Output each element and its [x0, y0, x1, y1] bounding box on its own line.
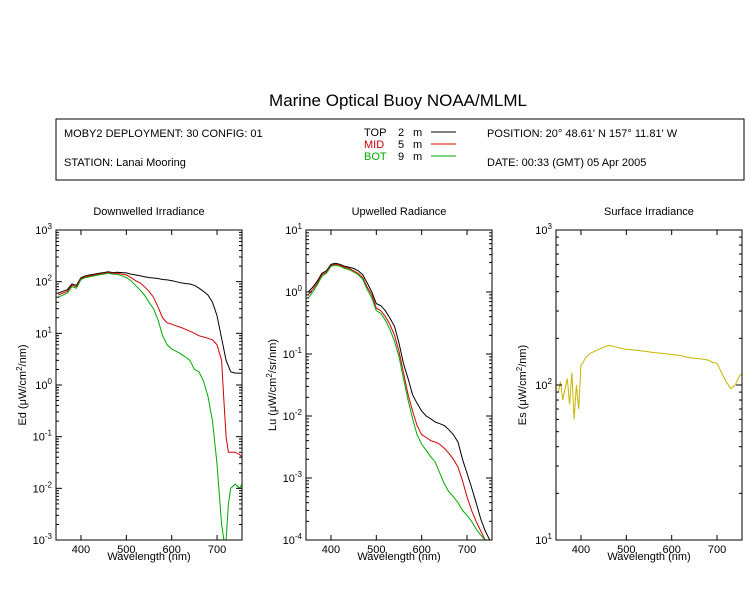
info-panel-border [55, 118, 745, 181]
series-group [307, 262, 491, 540]
x-tick-label: 500 [617, 544, 635, 556]
series-group [58, 271, 242, 540]
y-tick-label: 100 [285, 284, 302, 299]
series-line-2 [307, 264, 490, 540]
downwelled-irradiance-panel: Downwelled Irradiance 400 500 600 700 10-3 10-… [15, 206, 243, 563]
x-tick-label: 500 [367, 544, 385, 556]
series-group [557, 344, 742, 420]
plot-frame [555, 229, 743, 541]
y-tick-label: 101 [285, 222, 302, 237]
chart-panels: Downwelled Irradiance 400 500 600 700 10-3 10-… [15, 206, 743, 563]
y-tick-label: 102 [535, 377, 552, 392]
y-axis-label: Lu (μW/cm2/sr/nm) [265, 339, 279, 431]
panel-title: Downwelled Irradiance [93, 206, 204, 218]
x-tick-label: 700 [458, 544, 476, 556]
depth-legend: TOP 2 m MID 5 m BOT 9 m [364, 127, 456, 163]
deployment-text: MOBY2 DEPLOYMENT: 30 CONFIG: 01 [64, 128, 263, 140]
series-line-1 [58, 272, 242, 458]
figure-title: Marine Optical Buoy NOAA/MLML [269, 91, 527, 110]
legend-value-top: 2 [398, 127, 404, 139]
x-tick-label: 400 [322, 544, 340, 556]
y-tick-label: 101 [35, 325, 52, 340]
y-axis-label: Es (μW/cm2/nm) [515, 345, 529, 425]
x-tick-label: 500 [117, 544, 135, 556]
y-tick-label: 103 [535, 222, 552, 237]
y-tick-label: 102 [35, 274, 52, 289]
y-tick-label: 103 [35, 222, 52, 237]
position-text: POSITION: 20° 48.61' N 157° 11.81' W [487, 128, 678, 140]
x-tick-label: 400 [72, 544, 90, 556]
series-line-0 [58, 271, 242, 374]
y-tick-label: 10-2 [283, 408, 303, 423]
legend-unit-bot: m [413, 151, 422, 163]
x-axis-label: Wavelength (nm) [607, 551, 690, 563]
y-axis-label: Ed (μW/cm2/nm) [15, 344, 29, 425]
x-tick-label: 700 [208, 544, 226, 556]
x-tick-label: 700 [708, 544, 726, 556]
x-tick-label: 600 [163, 544, 181, 556]
x-axis-label: Wavelength (nm) [107, 551, 190, 563]
surface-irradiance-panel: Surface Irradiance 400 500 600 700 101 102 103 W… [515, 206, 743, 563]
panel-title: Surface Irradiance [604, 206, 694, 218]
x-tick-label: 600 [663, 544, 681, 556]
y-tick-label: 10-2 [33, 480, 53, 495]
y-tick-label: 10-3 [33, 532, 53, 547]
series-line-0 [557, 344, 742, 420]
y-tick-label: 10-1 [33, 429, 53, 444]
panel-title: Upwelled Radiance [352, 206, 447, 218]
x-tick-label: 400 [572, 544, 590, 556]
y-tick-label: 10-1 [283, 346, 303, 361]
legend-value-mid: 5 [398, 139, 404, 151]
y-tick-label: 101 [535, 532, 552, 547]
legend-unit-mid: m [413, 139, 422, 151]
y-tick-label: 10-4 [283, 532, 303, 547]
legend-label-bot: BOT [364, 151, 387, 163]
upwelled-radiance-panel: Upwelled Radiance 400 500 600 700 10-4 10-3 10-… [265, 206, 493, 563]
date-text: DATE: 00:33 (GMT) 05 Apr 2005 [487, 157, 646, 169]
series-line-0 [307, 262, 491, 540]
y-tick-label: 100 [35, 377, 52, 392]
legend-label-mid: MID [364, 139, 384, 151]
legend-unit-top: m [413, 127, 422, 139]
series-line-2 [58, 272, 242, 540]
x-tick-label: 600 [413, 544, 431, 556]
x-axis-label: Wavelength (nm) [357, 551, 440, 563]
legend-value-bot: 9 [398, 151, 404, 163]
plot-frame [305, 229, 493, 541]
y-tick-label: 10-3 [283, 470, 303, 485]
station-text: STATION: Lanai Mooring [64, 157, 186, 169]
legend-label-top: TOP [364, 127, 386, 139]
info-panel: MOBY2 DEPLOYMENT: 30 CONFIG: 01 STATION:… [55, 118, 745, 181]
series-line-1 [307, 263, 490, 540]
